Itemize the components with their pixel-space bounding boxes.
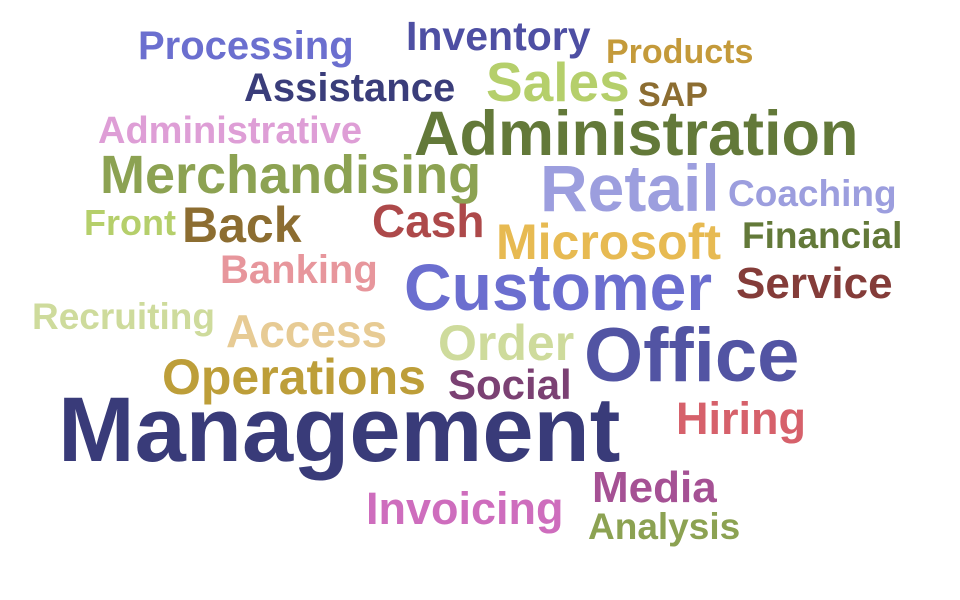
word-service: Service <box>736 259 893 308</box>
word-office: Office <box>584 313 800 398</box>
word-front: Front <box>84 202 176 243</box>
word-social: Social <box>448 361 572 408</box>
word-invoicing: Invoicing <box>366 483 564 534</box>
word-recruiting: Recruiting <box>32 296 215 337</box>
word-management: Management <box>58 379 621 481</box>
word-merchandising: Merchandising <box>100 145 482 205</box>
word-hiring: Hiring <box>676 393 806 444</box>
word-sap: SAP <box>638 76 708 114</box>
word-microsoft: Microsoft <box>496 214 721 270</box>
word-analysis: Analysis <box>588 506 741 547</box>
word-administrative: Administrative <box>98 110 362 152</box>
word-assistance: Assistance <box>244 66 456 110</box>
word-operations: Operations <box>162 349 426 405</box>
word-inventory: Inventory <box>406 13 591 59</box>
word-back: Back <box>182 197 302 253</box>
word-products: Products <box>606 33 754 71</box>
word-administration: Administration <box>414 99 859 169</box>
word-cash: Cash <box>372 195 485 247</box>
word-customer: Customer <box>404 250 713 324</box>
word-coaching: Coaching <box>728 173 897 214</box>
word-processing: Processing <box>138 24 354 68</box>
word-order: Order <box>438 315 575 371</box>
word-access: Access <box>226 305 388 357</box>
word-sales: Sales <box>486 51 630 113</box>
word-retail: Retail <box>540 151 720 225</box>
word-banking: Banking <box>220 248 378 292</box>
word-media: Media <box>592 463 717 512</box>
word-financial: Financial <box>742 215 903 256</box>
